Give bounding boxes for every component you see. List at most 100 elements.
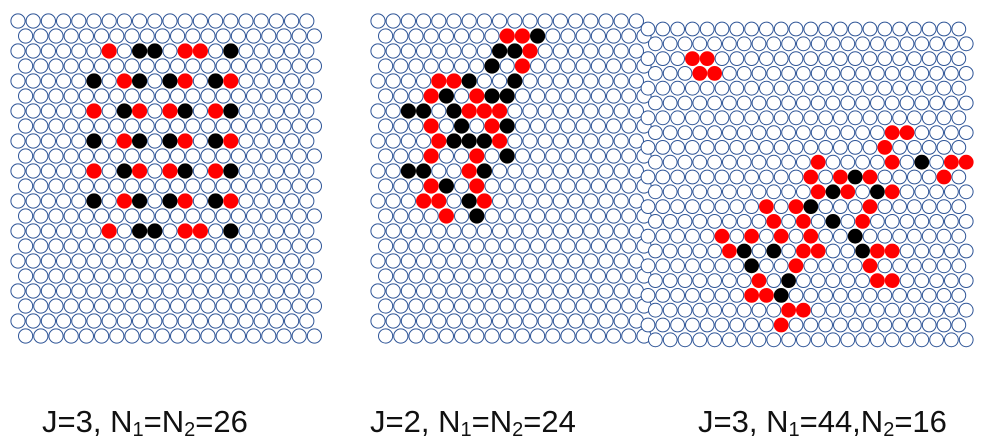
empty-site <box>101 163 117 179</box>
empty-site <box>154 178 170 194</box>
empty-site <box>393 298 409 314</box>
empty-site <box>788 169 804 185</box>
empty-site <box>215 208 231 224</box>
red-particle <box>522 43 538 59</box>
empty-site <box>855 332 870 348</box>
empty-site <box>78 118 95 134</box>
empty-site <box>514 238 531 254</box>
empty-site <box>431 283 447 299</box>
empty-site <box>870 95 885 111</box>
empty-site <box>291 148 307 164</box>
empty-site <box>729 317 745 333</box>
empty-site <box>185 328 201 344</box>
empty-site <box>484 298 500 314</box>
black-particle <box>132 133 148 149</box>
empty-site <box>662 214 678 229</box>
empty-site <box>936 317 952 333</box>
empty-site <box>744 140 759 155</box>
red-particle <box>438 208 454 224</box>
red-particle <box>833 169 848 185</box>
empty-site <box>438 58 454 74</box>
empty-site <box>56 13 72 29</box>
empty-site <box>299 43 315 59</box>
red-particle <box>884 273 900 289</box>
empty-site <box>862 288 878 303</box>
black-particle <box>870 184 885 200</box>
empty-site <box>109 268 125 284</box>
empty-site <box>276 88 292 104</box>
empty-site <box>590 208 607 224</box>
empty-site <box>648 125 663 141</box>
empty-site <box>522 103 538 119</box>
black-particle <box>847 228 863 244</box>
empty-site <box>788 288 804 303</box>
empty-site <box>139 268 155 284</box>
empty-site <box>545 268 561 284</box>
empty-site <box>545 28 561 44</box>
panel-3-caption: J=3, N1=44,N2=16 <box>698 404 947 441</box>
empty-site <box>545 238 561 254</box>
empty-site <box>766 273 782 289</box>
empty-site <box>552 193 569 209</box>
black-particle <box>507 43 523 59</box>
empty-site <box>907 199 922 215</box>
empty-site <box>33 328 49 344</box>
empty-site <box>139 88 155 104</box>
empty-site <box>268 223 284 239</box>
empty-site <box>818 228 833 244</box>
empty-site <box>291 28 307 44</box>
empty-site <box>162 223 178 239</box>
empty-site <box>722 184 737 200</box>
black-particle <box>855 243 870 259</box>
empty-site <box>575 28 591 44</box>
empty-site <box>803 51 819 66</box>
empty-site <box>929 154 944 170</box>
empty-site <box>714 140 730 155</box>
empty-site <box>884 332 900 348</box>
empty-site <box>759 258 774 274</box>
empty-site <box>507 313 523 329</box>
empty-site <box>192 193 208 209</box>
empty-site <box>461 253 477 269</box>
empty-site <box>185 208 201 224</box>
empty-site <box>662 66 678 81</box>
empty-site <box>132 313 148 329</box>
red-particle <box>208 163 224 179</box>
empty-site <box>33 208 49 224</box>
black-particle <box>825 214 841 229</box>
empty-site <box>223 253 239 269</box>
red-particle <box>469 178 485 194</box>
empty-site <box>33 88 49 104</box>
empty-site <box>33 118 49 134</box>
empty-site <box>825 125 841 141</box>
empty-site <box>640 288 656 303</box>
red-particle <box>116 133 133 149</box>
empty-site <box>393 208 409 224</box>
empty-site <box>306 268 322 284</box>
empty-site <box>40 313 57 329</box>
empty-site <box>86 43 102 59</box>
red-particle <box>862 258 878 274</box>
empty-site <box>522 13 538 29</box>
empty-site <box>438 238 454 254</box>
red-particle <box>192 223 208 239</box>
empty-site <box>431 163 447 179</box>
empty-site <box>370 13 386 29</box>
red-particle <box>431 73 447 89</box>
empty-site <box>692 302 708 318</box>
empty-site <box>499 298 515 314</box>
empty-site <box>476 73 492 89</box>
empty-site <box>655 51 671 66</box>
red-particle <box>116 73 133 89</box>
empty-site <box>253 73 269 89</box>
empty-site <box>378 238 394 254</box>
empty-site <box>63 208 79 224</box>
empty-site <box>393 328 409 344</box>
empty-site <box>736 95 752 111</box>
empty-site <box>640 140 656 155</box>
empty-site <box>884 302 900 318</box>
empty-site <box>729 140 745 155</box>
empty-site <box>268 133 284 149</box>
empty-site <box>766 95 782 111</box>
empty-site <box>306 178 322 194</box>
